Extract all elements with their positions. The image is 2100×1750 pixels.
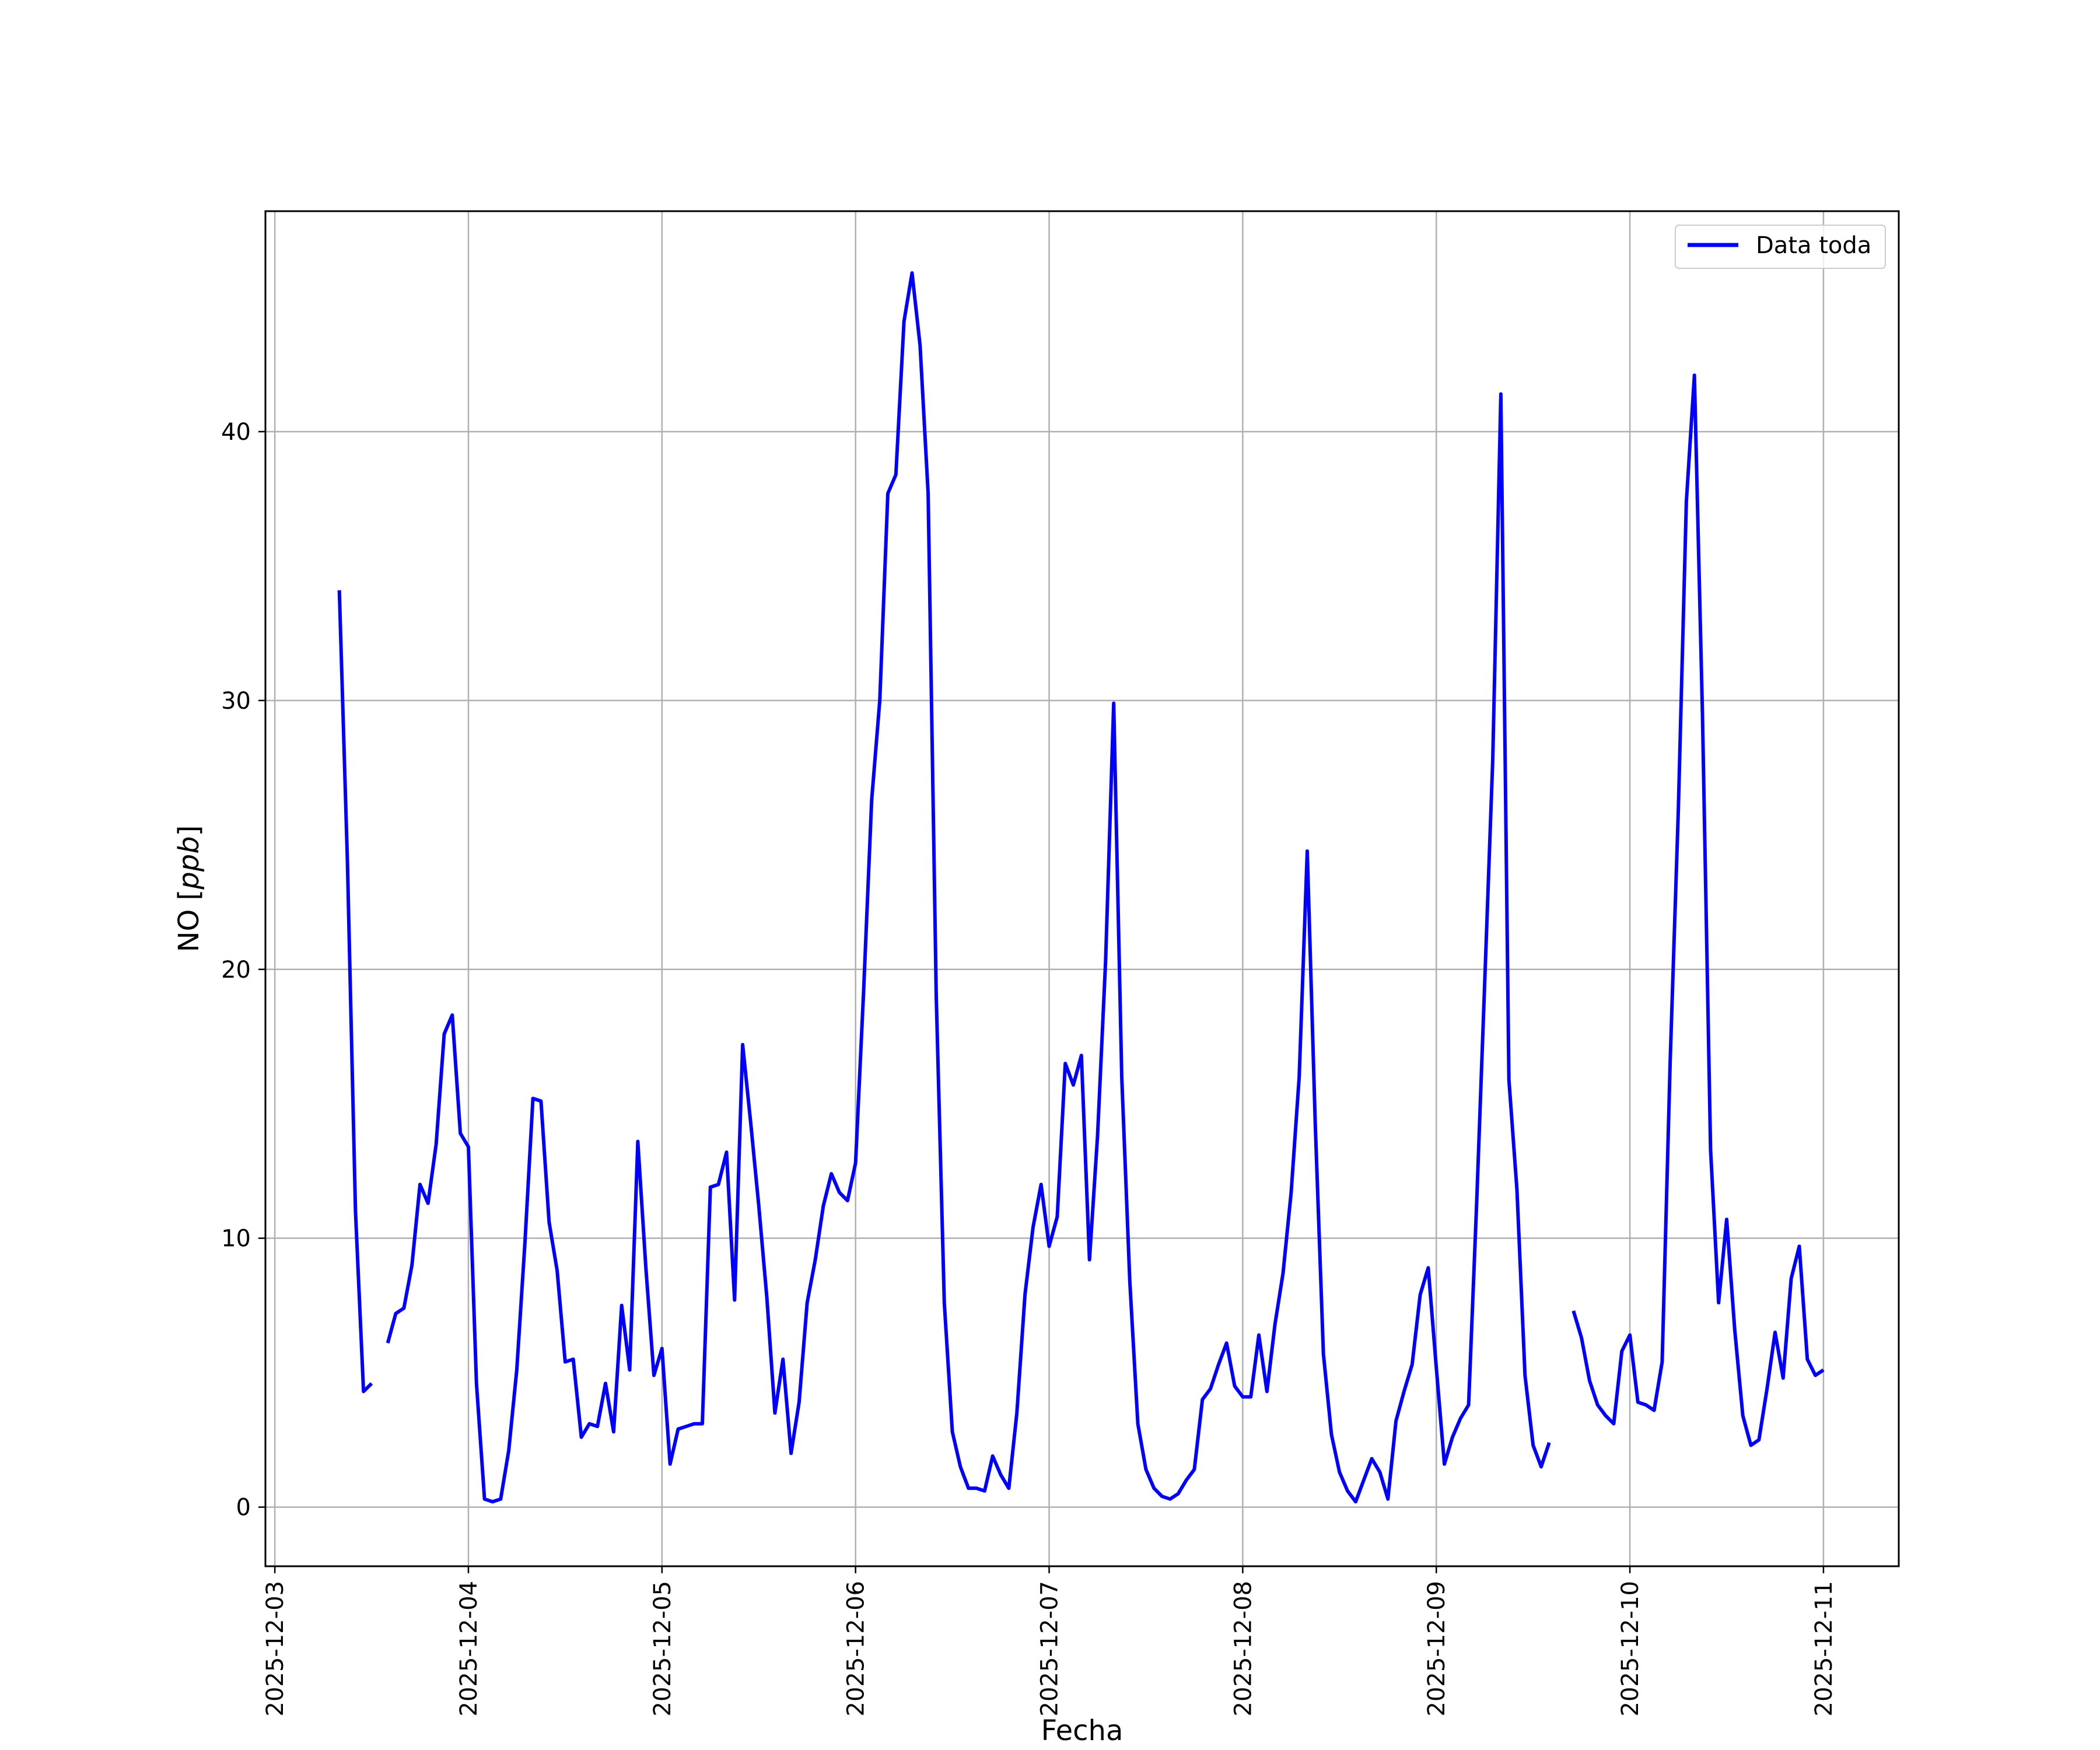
x-tick-label: 2025-12-03 [262, 1581, 289, 1716]
y-tick-label: 10 [221, 1226, 251, 1252]
x-tick-label: 2025-12-11 [1811, 1581, 1838, 1716]
x-tick-label: 2025-12-07 [1037, 1581, 1063, 1716]
x-tick-label: 2025-12-04 [456, 1581, 482, 1716]
legend: Data toda [1675, 225, 1886, 269]
x-tick-label: 2025-12-09 [1423, 1581, 1450, 1716]
y-axis-label-unit: ppb [173, 836, 205, 890]
y-tick-label: 40 [221, 419, 251, 446]
x-tick-label: 2025-12-06 [843, 1581, 870, 1716]
series-line-data-toda [337, 271, 1825, 1504]
y-axis-label: NO [ppb] [173, 825, 205, 953]
y-tick-label: 20 [221, 957, 251, 984]
x-axis: 2025-12-03 2025-12-04 2025-12-05 2025-12-06… [262, 1566, 1838, 1716]
y-axis-label-close: ] [173, 825, 205, 836]
y-axis: 0 10 20 30 40 [221, 419, 265, 1521]
series-layer [337, 271, 1825, 1504]
plot-frame [264, 210, 1900, 1567]
legend-box [1675, 225, 1886, 269]
y-axis-label-text: NO [ [173, 890, 205, 953]
x-axis-label: Fecha [1041, 1714, 1124, 1747]
x-tick-label: 2025-12-08 [1230, 1581, 1256, 1716]
legend-label-data-toda: Data toda [1756, 232, 1871, 259]
y-tick-label: 30 [221, 688, 251, 715]
grid-lines [265, 211, 1899, 1566]
x-tick-label: 2025-12-05 [649, 1581, 676, 1716]
y-tick-label: 0 [236, 1494, 251, 1521]
x-tick-label: 2025-12-10 [1617, 1581, 1644, 1716]
